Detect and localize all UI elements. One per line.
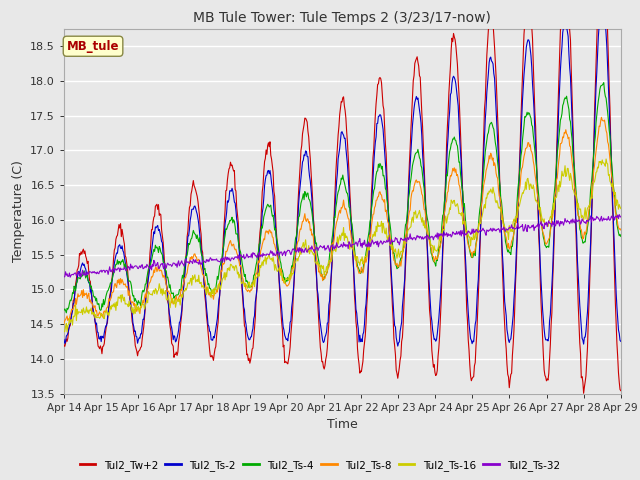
Tul2_Ts-32 — [214, 258, 222, 264]
Tul2_Ts-8 — [127, 300, 135, 306]
Line: Tul2_Tw+2: Tul2_Tw+2 — [64, 0, 621, 393]
Tul2_Ts-16 — [185, 280, 193, 286]
Tul2_Ts-32 — [128, 263, 136, 269]
Tul2_Ts-4 — [128, 289, 136, 295]
Tul2_Ts-8 — [60, 321, 68, 326]
Tul2_Ts-16 — [428, 242, 435, 248]
Tul2_Ts-16 — [71, 312, 79, 318]
Tul2_Ts-16 — [128, 310, 136, 315]
Tul2_Ts-4 — [214, 276, 222, 282]
Tul2_Ts-32 — [60, 274, 68, 280]
Line: Tul2_Ts-8: Tul2_Ts-8 — [64, 117, 621, 324]
Tul2_Ts-8 — [617, 227, 625, 233]
Tul2_Ts-8 — [410, 183, 418, 189]
Tul2_Ts-32 — [616, 212, 623, 217]
Tul2_Ts-2 — [70, 300, 78, 306]
Line: Tul2_Ts-16: Tul2_Ts-16 — [64, 159, 621, 332]
Tul2_Ts-16 — [602, 156, 610, 162]
Tul2_Ts-2 — [214, 316, 221, 322]
Tul2_Tw+2 — [580, 390, 588, 396]
Tul2_Ts-2 — [617, 338, 625, 344]
Tul2_Tw+2 — [127, 309, 135, 314]
Tul2_Ts-16 — [60, 329, 68, 335]
Tul2_Tw+2 — [426, 315, 434, 321]
Tul2_Ts-4 — [60, 307, 68, 313]
Tul2_Tw+2 — [617, 388, 625, 394]
Tul2_Ts-2 — [598, 0, 606, 3]
Tul2_Ts-4 — [71, 285, 79, 291]
Tul2_Ts-8 — [70, 303, 78, 309]
Tul2_Ts-4 — [600, 80, 607, 85]
Text: MB_tule: MB_tule — [67, 40, 119, 53]
Title: MB Tule Tower: Tule Temps 2 (3/23/17-now): MB Tule Tower: Tule Temps 2 (3/23/17-now… — [193, 11, 492, 25]
Tul2_Ts-16 — [411, 211, 419, 217]
Tul2_Ts-32 — [67, 274, 74, 280]
Tul2_Tw+2 — [410, 73, 418, 79]
Tul2_Ts-4 — [411, 153, 419, 158]
Tul2_Ts-4 — [428, 250, 435, 256]
Tul2_Ts-8 — [214, 289, 221, 295]
Tul2_Ts-32 — [411, 235, 419, 241]
Tul2_Ts-16 — [214, 286, 222, 292]
Tul2_Ts-8 — [598, 114, 605, 120]
Tul2_Ts-4 — [617, 234, 625, 240]
Tul2_Ts-2 — [60, 336, 68, 342]
Tul2_Ts-32 — [71, 270, 79, 276]
Tul2_Ts-32 — [428, 234, 435, 240]
Tul2_Ts-8 — [426, 244, 434, 250]
Tul2_Ts-2 — [127, 308, 135, 314]
Tul2_Tw+2 — [70, 297, 78, 303]
Tul2_Tw+2 — [184, 228, 192, 234]
Tul2_Ts-2 — [411, 100, 419, 106]
X-axis label: Time: Time — [327, 418, 358, 431]
Line: Tul2_Ts-4: Tul2_Ts-4 — [64, 83, 621, 313]
Tul2_Ts-2 — [184, 234, 192, 240]
Tul2_Ts-8 — [184, 264, 192, 270]
Line: Tul2_Ts-2: Tul2_Ts-2 — [64, 0, 621, 346]
Tul2_Ts-32 — [185, 259, 193, 265]
Tul2_Ts-4 — [185, 240, 193, 246]
Tul2_Ts-2 — [394, 343, 402, 349]
Legend: Tul2_Tw+2, Tul2_Ts-2, Tul2_Ts-4, Tul2_Ts-8, Tul2_Ts-16, Tul2_Ts-32: Tul2_Tw+2, Tul2_Ts-2, Tul2_Ts-4, Tul2_Ts… — [76, 456, 564, 475]
Tul2_Ts-16 — [63, 329, 71, 335]
Y-axis label: Temperature (C): Temperature (C) — [12, 160, 25, 262]
Tul2_Tw+2 — [60, 342, 68, 348]
Line: Tul2_Ts-32: Tul2_Ts-32 — [64, 215, 621, 277]
Tul2_Ts-4 — [63, 310, 70, 316]
Tul2_Ts-32 — [617, 214, 625, 220]
Tul2_Tw+2 — [214, 325, 221, 331]
Tul2_Ts-2 — [428, 312, 435, 318]
Tul2_Ts-16 — [617, 206, 625, 212]
